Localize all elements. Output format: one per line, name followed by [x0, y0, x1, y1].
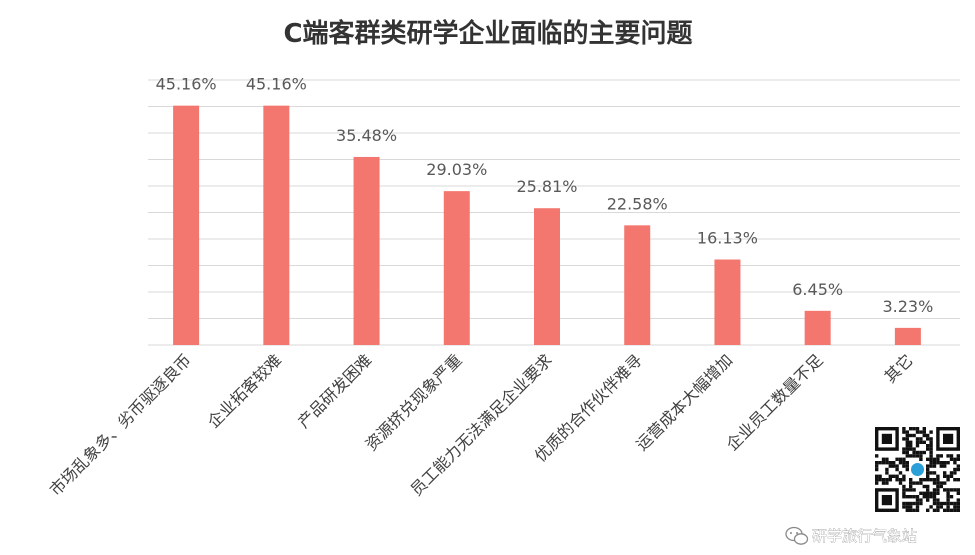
data-label: 25.81%: [516, 177, 577, 196]
bar: [804, 310, 831, 345]
bar: [443, 191, 470, 345]
data-label: 29.03%: [426, 160, 487, 179]
category-label: 其它: [881, 350, 917, 386]
data-label: 35.48%: [336, 126, 397, 145]
data-labels: 45.16% 45.16% 35.48% 29.03% 25.81% 22.58% 16.1…: [156, 75, 934, 316]
bars: [173, 105, 921, 345]
data-label: 16.13%: [697, 229, 758, 248]
bar: [353, 156, 380, 345]
bar: [173, 105, 200, 345]
category-label: 市场乱象多、劣币驱逐良币: [46, 350, 195, 499]
wechat-icon: [785, 526, 809, 545]
watermark: 研学旅行气象站: [785, 526, 917, 545]
chart-title: C端客群类研学企业面临的主要问题: [283, 18, 692, 49]
category-label: 运营成本大幅增加: [632, 350, 736, 454]
watermark-text: 研学旅行气象站: [812, 527, 917, 545]
bar: [263, 105, 290, 345]
category-label: 企业拓客较难: [204, 350, 285, 431]
category-label: 企业员工数量不足: [723, 350, 827, 454]
data-label: 45.16%: [156, 75, 217, 94]
bar: [714, 259, 741, 345]
data-label: 6.45%: [792, 280, 843, 299]
category-label: 产品研发困难: [294, 350, 375, 431]
category-label: 资源挤兑现象严重: [362, 350, 466, 454]
data-label: 3.23%: [882, 297, 933, 316]
category-labels: 市场乱象多、劣币驱逐良币 企业拓客较难 产品研发困难资源挤兑现象严重员工能力无法满足…: [46, 350, 917, 499]
data-label: 45.16%: [246, 75, 307, 94]
bar: [534, 208, 560, 345]
data-label: 22.58%: [607, 194, 668, 213]
qr-code-icon: [873, 425, 962, 514]
bar: [894, 327, 921, 345]
bar: [624, 225, 651, 345]
